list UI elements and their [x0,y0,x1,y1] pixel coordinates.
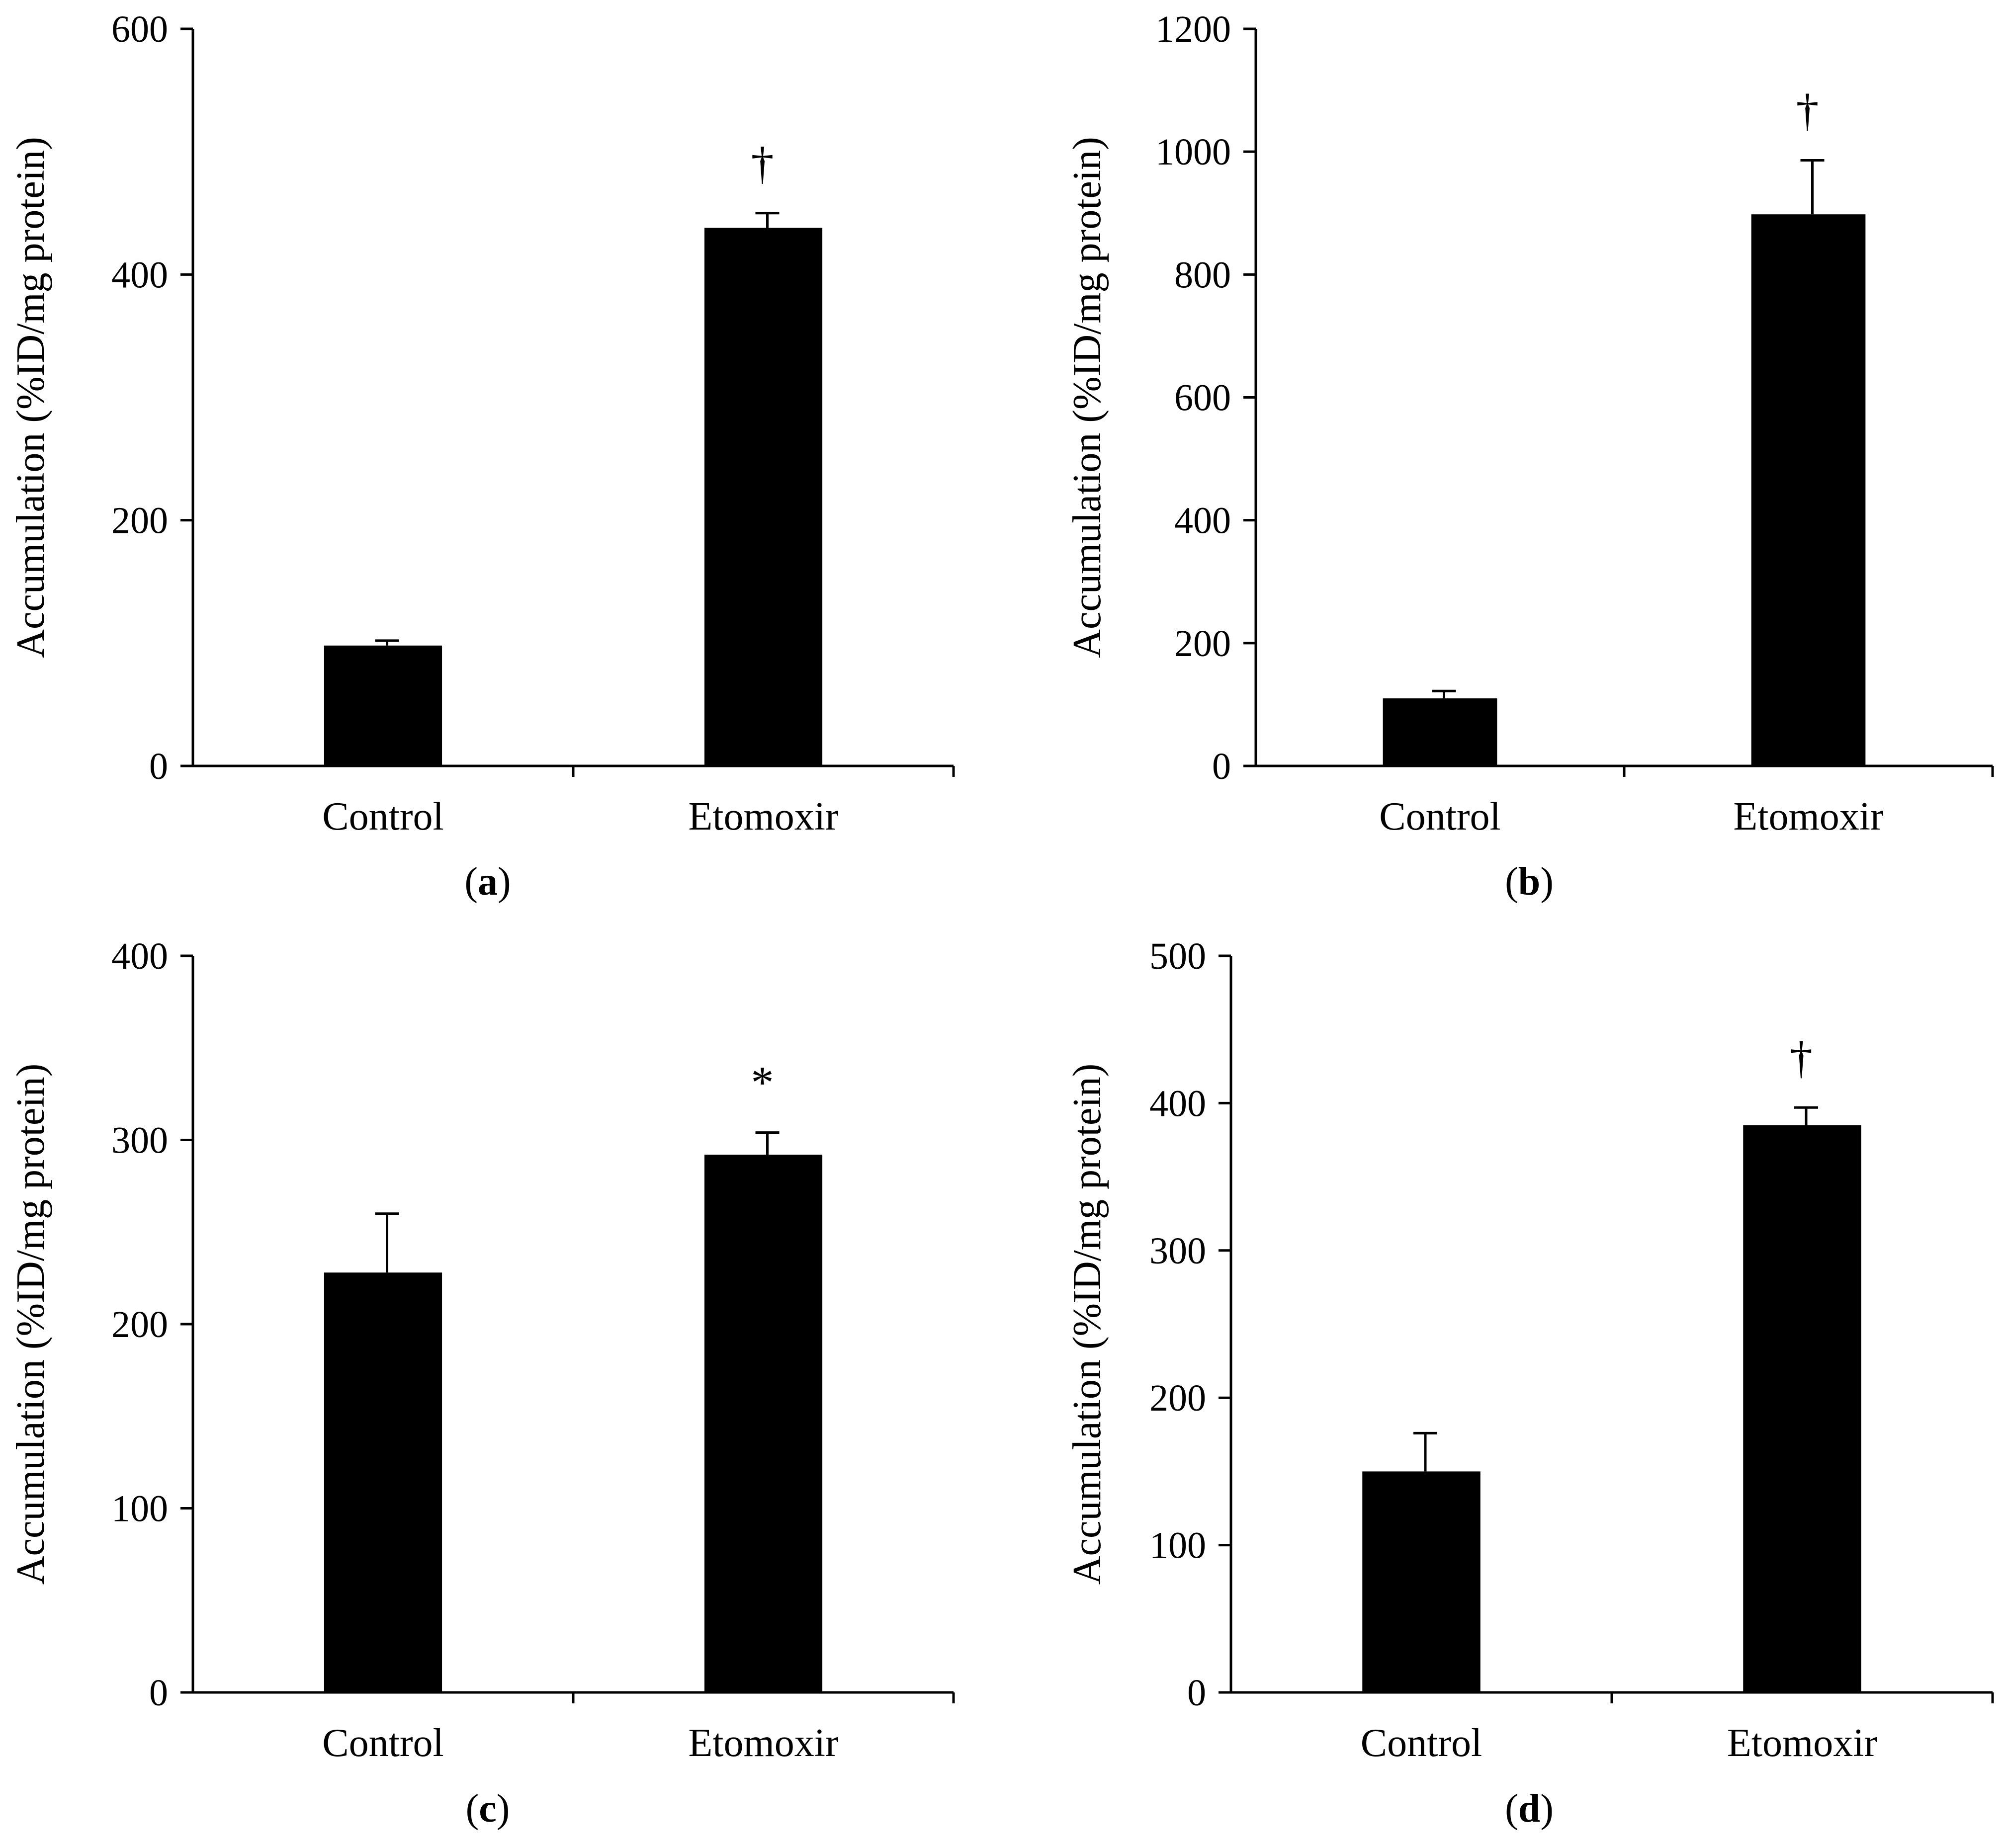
y-axis-label: Accumulation (%ID/mg protein) [1065,1064,1109,1585]
panel-label: (b) [1505,860,1554,904]
y-tick-label: 500 [1149,935,1206,977]
y-tick-label: 600 [111,8,168,50]
significance-marker: † [1796,84,1819,135]
panel-label: (d) [1505,1787,1554,1831]
x-category-label: Control [322,1721,443,1765]
y-tick-label: 1000 [1155,131,1231,173]
bar-etomoxir [704,228,823,766]
y-tick-label: 200 [111,500,168,542]
x-category-label: Control [1361,1721,1482,1765]
x-category-label: Etomoxir [688,1721,838,1765]
chart-panel-c: 0 100 200 300 400 Control * Etomoxir Accumulatio… [9,935,955,1831]
chart-panel-a: 0 200 400 600 Control † Etomoxir Accumulation (… [9,8,955,904]
y-tick-label: 400 [1149,1083,1206,1124]
significance-marker: * [751,1057,774,1108]
x-category-label: Etomoxir [1727,1721,1877,1765]
y-tick-label: 800 [1174,254,1231,296]
bar-etomoxir [1751,214,1866,766]
y-tick-label: 600 [1174,377,1231,419]
y-tick-label: 100 [1149,1525,1206,1567]
bar-etomoxir [704,1155,823,1692]
y-tick-label: 400 [111,935,168,977]
y-axis-label: Accumulation (%ID/mg protein) [9,1064,53,1585]
y-tick-label: 100 [111,1488,168,1530]
x-category-label: Etomoxir [688,795,838,839]
y-tick-label: 0 [149,746,168,787]
bar-control [324,645,442,766]
bar-control [324,1272,442,1692]
y-axis-label: Accumulation (%ID/mg protein) [9,137,53,658]
y-tick-label: 200 [1149,1377,1206,1419]
y-tick-label: 200 [111,1304,168,1345]
y-tick-label: 200 [1174,623,1231,665]
panel-label: (a) [464,860,511,904]
y-tick-label: 400 [111,254,168,296]
y-tick-label: 1200 [1155,8,1231,50]
x-category-label: Control [1379,795,1500,839]
y-axis-label: Accumulation (%ID/mg protein) [1065,137,1109,658]
y-tick-label: 300 [1149,1230,1206,1272]
y-tick-label: 300 [111,1120,168,1162]
chart-panel-d: 0 100 200 300 400 500 Control † Etomoxir Accumula… [1065,935,1994,1831]
y-tick-label: 0 [1212,746,1231,787]
panel-label: (c) [466,1787,510,1831]
x-category-label: Control [322,795,443,839]
chart-panel-b: 0 200 400 600 800 1000 1200 Control † Etomoxir Acc… [1065,8,1994,904]
y-tick-label: 400 [1174,500,1231,542]
bar-etomoxir [1743,1125,1861,1692]
significance-marker: † [1790,1032,1813,1083]
y-tick-label: 0 [1187,1672,1206,1714]
y-tick-label: 0 [149,1672,168,1714]
bar-control [1383,698,1497,766]
bar-control [1362,1471,1481,1692]
significance-marker: † [751,138,774,188]
x-category-label: Etomoxir [1733,795,1883,839]
